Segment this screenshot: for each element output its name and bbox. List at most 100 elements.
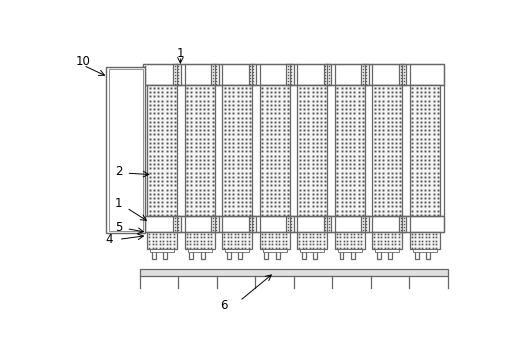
Bar xyxy=(265,249,268,259)
Bar xyxy=(222,232,252,249)
Bar xyxy=(143,64,444,86)
Bar xyxy=(340,249,343,259)
Bar xyxy=(410,86,440,216)
Bar xyxy=(263,249,287,252)
Text: 4: 4 xyxy=(105,233,113,246)
Bar xyxy=(143,216,147,232)
Bar xyxy=(260,86,290,216)
Bar xyxy=(399,216,406,232)
Bar xyxy=(297,232,327,249)
Bar xyxy=(335,86,365,216)
Bar xyxy=(201,249,205,259)
Bar xyxy=(324,64,331,86)
Bar xyxy=(106,67,145,233)
Bar xyxy=(276,249,280,259)
Bar xyxy=(109,69,143,231)
Bar xyxy=(286,64,293,86)
Bar xyxy=(185,232,215,249)
Bar xyxy=(249,216,256,232)
Bar xyxy=(211,216,218,232)
Bar xyxy=(173,216,181,232)
Bar xyxy=(410,232,440,249)
Bar xyxy=(173,216,181,232)
Bar xyxy=(413,249,437,252)
Bar xyxy=(389,249,392,259)
Bar xyxy=(351,249,355,259)
Text: 6: 6 xyxy=(220,299,228,312)
Bar xyxy=(410,232,440,249)
Bar xyxy=(373,86,402,216)
Bar xyxy=(286,64,293,86)
Bar xyxy=(173,64,181,86)
Bar xyxy=(185,86,215,216)
Bar xyxy=(361,64,369,86)
Bar xyxy=(260,232,290,249)
Bar xyxy=(222,86,252,216)
Bar xyxy=(222,86,252,216)
Bar xyxy=(415,249,418,259)
Bar xyxy=(143,216,444,232)
Bar xyxy=(163,249,167,259)
Bar xyxy=(225,249,249,252)
Bar xyxy=(249,216,256,232)
Bar xyxy=(286,216,293,232)
Bar xyxy=(361,216,369,232)
Bar xyxy=(211,216,218,232)
Bar xyxy=(211,64,218,86)
Bar xyxy=(426,249,430,259)
Bar xyxy=(238,249,242,259)
Bar xyxy=(324,216,331,232)
Bar xyxy=(297,86,327,216)
Bar xyxy=(361,216,369,232)
Bar xyxy=(211,64,218,86)
Bar xyxy=(147,232,177,249)
Bar xyxy=(399,64,406,86)
Bar xyxy=(143,64,444,86)
Bar xyxy=(335,232,365,249)
Text: 10: 10 xyxy=(76,55,91,68)
Text: 1: 1 xyxy=(115,197,122,210)
Bar xyxy=(260,232,290,249)
Bar xyxy=(377,249,381,259)
Bar xyxy=(147,86,177,216)
Bar xyxy=(140,269,448,276)
Bar xyxy=(143,64,147,86)
Bar xyxy=(335,232,365,249)
Bar xyxy=(373,232,402,249)
Bar xyxy=(150,249,174,252)
Bar xyxy=(143,216,444,232)
Bar xyxy=(297,232,327,249)
Bar xyxy=(249,64,256,86)
Bar xyxy=(249,64,256,86)
Bar xyxy=(373,232,402,249)
Bar xyxy=(227,249,231,259)
Bar xyxy=(399,216,406,232)
Bar xyxy=(399,64,406,86)
Bar xyxy=(373,86,402,216)
Bar xyxy=(335,86,365,216)
Bar xyxy=(260,86,290,216)
Bar xyxy=(185,86,215,216)
Text: 5: 5 xyxy=(115,221,122,233)
Bar xyxy=(152,249,156,259)
Bar xyxy=(147,86,177,216)
Bar xyxy=(286,216,293,232)
Bar xyxy=(222,232,252,249)
Text: 1: 1 xyxy=(177,46,184,59)
Bar xyxy=(147,232,177,249)
Bar xyxy=(143,86,444,216)
Bar xyxy=(302,249,306,259)
Bar xyxy=(185,232,215,249)
Text: 2: 2 xyxy=(115,165,122,178)
Bar xyxy=(297,86,327,216)
Bar xyxy=(338,249,362,252)
Bar xyxy=(314,249,317,259)
Bar xyxy=(410,86,440,216)
Bar xyxy=(376,249,400,252)
Bar xyxy=(188,249,212,252)
Bar xyxy=(324,64,331,86)
Bar xyxy=(361,64,369,86)
Bar xyxy=(173,64,181,86)
Bar xyxy=(300,249,325,252)
Bar xyxy=(324,216,331,232)
